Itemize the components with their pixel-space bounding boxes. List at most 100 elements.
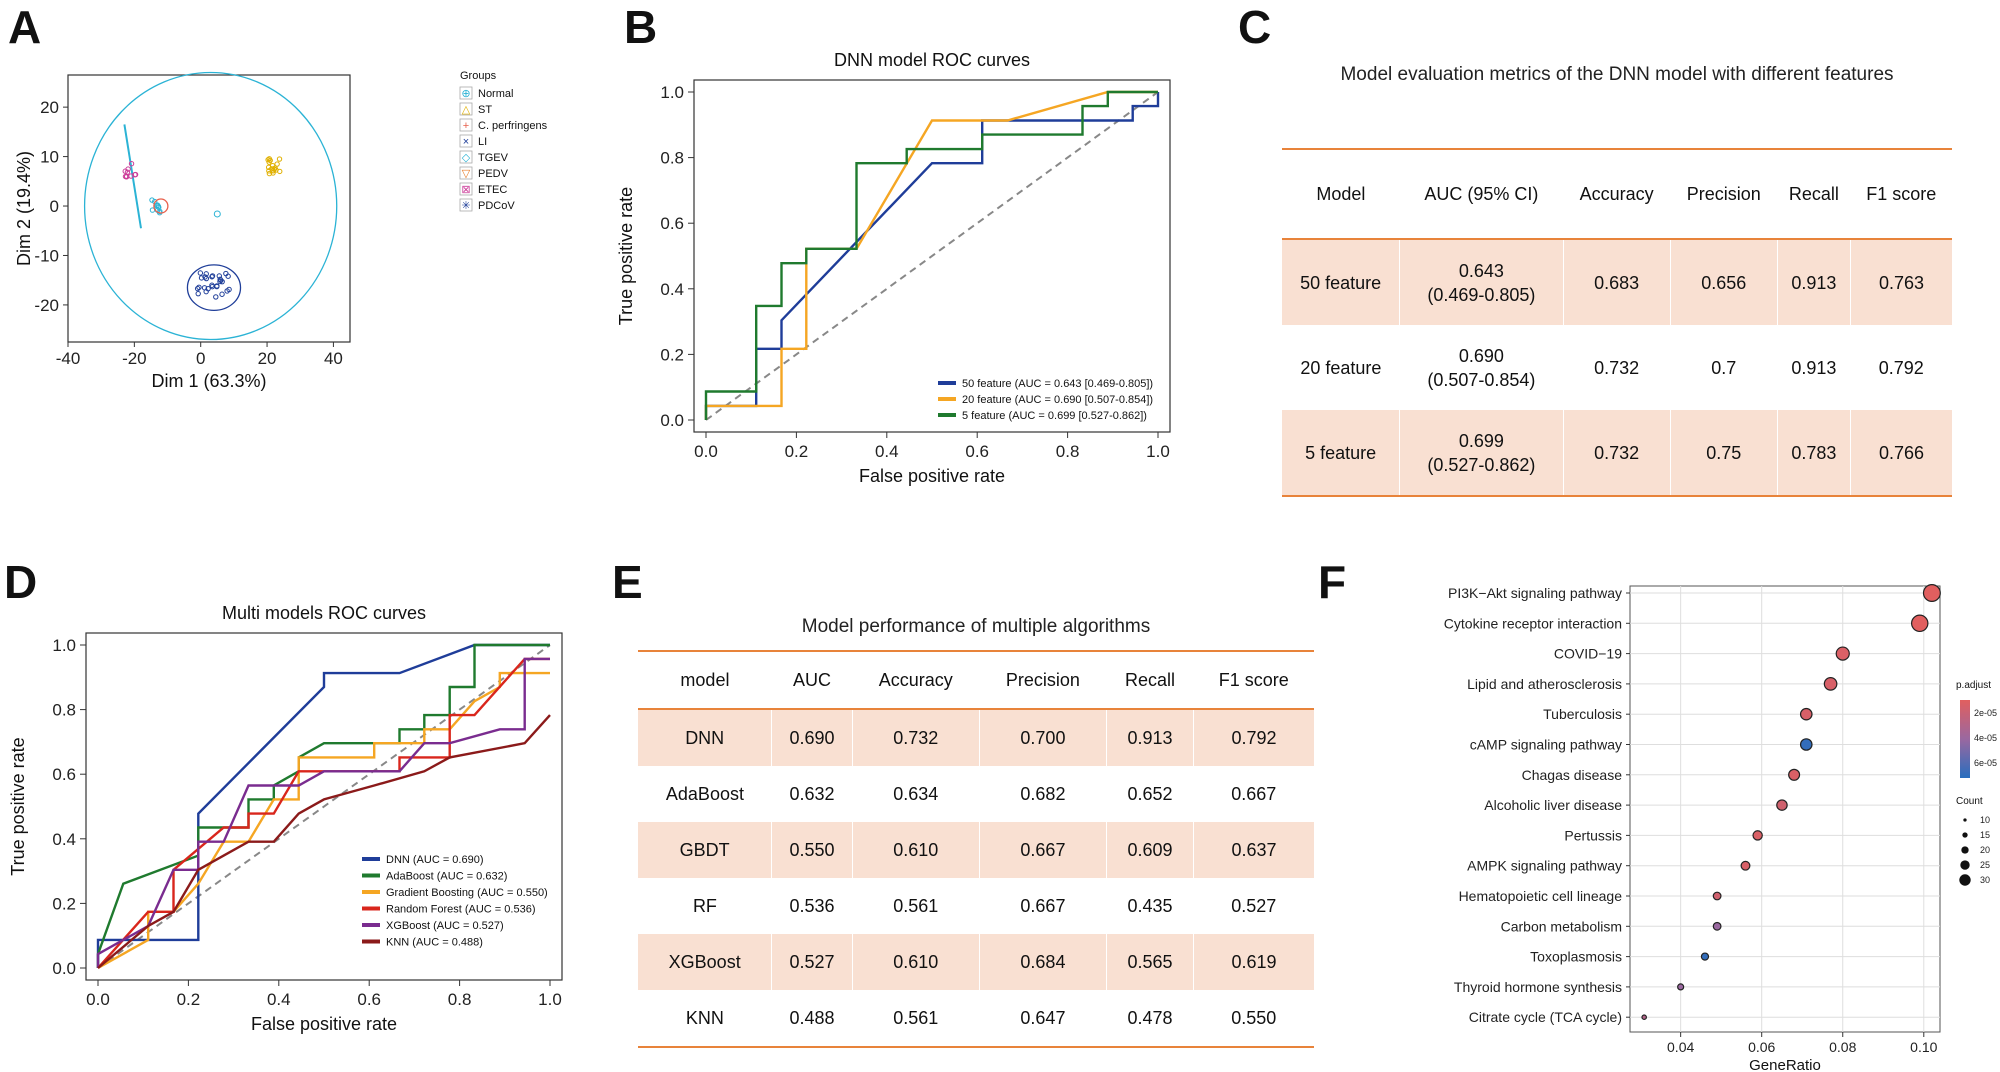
diagonal-reference-line: [97, 644, 551, 969]
legend-label: PDCoV: [478, 200, 515, 212]
algorithms-table: model AUC Accuracy Precision Recall F1 s…: [638, 650, 1314, 1048]
x-tick-label: 0.6: [357, 990, 381, 1009]
enrichment-dot: [1641, 1014, 1647, 1021]
data-point: [197, 270, 204, 276]
y-axis-title: Dim 2 (19.4%): [14, 151, 34, 266]
panel-label-e: E: [612, 556, 643, 608]
size-legend-dot: [1961, 846, 1969, 854]
size-legend-label: 30: [1980, 875, 1990, 885]
data-point: [224, 288, 230, 294]
x-tick-label: 0.4: [267, 990, 291, 1009]
legend-label: LI: [478, 136, 487, 148]
legend-marker: △: [462, 104, 471, 116]
x-tick-label: 0.6: [965, 442, 989, 461]
color-legend-title: p.adjust: [1956, 680, 1991, 691]
chart-title: Multi models ROC curves: [222, 603, 426, 623]
panel-label-c: C: [1238, 1, 1272, 53]
size-legend-dot: [1960, 860, 1970, 870]
x-tick-label: 0.04: [1667, 1039, 1694, 1055]
term-label: PI3K−Akt signaling pathway: [1448, 585, 1622, 601]
x-axis-title: False positive rate: [859, 466, 1005, 486]
table-cell: 0.536: [789, 895, 835, 916]
y-tick-label: 0.8: [660, 149, 684, 168]
table-cell: 0.527: [1231, 895, 1277, 916]
column-header: Accuracy: [852, 650, 980, 710]
table-row: 5 feature 0.699 (0.527-0.862) 0.732 0.75 …: [1282, 410, 1952, 497]
legend-key: [459, 150, 473, 164]
table-cell-precision: 0.75: [1669, 410, 1778, 497]
panel-label-f: F: [1318, 556, 1347, 608]
group-centroid: [153, 198, 169, 214]
column-header: AUC (95% CI): [1399, 148, 1564, 240]
y-tick-label: 20: [40, 98, 59, 117]
legend-key: [459, 198, 473, 212]
size-legend-title: Count: [1956, 796, 1983, 807]
legend-label: Gradient Boosting (AUC = 0.550): [386, 887, 548, 899]
data-point: [201, 285, 208, 291]
data-point: [272, 165, 278, 171]
legend-label: KNN (AUC = 0.488): [386, 937, 483, 949]
color-legend-label: 2e-05: [1974, 708, 1997, 718]
dnn-metrics-table: Model AUC (95% CI) Accuracy Precision Re…: [1282, 148, 1952, 497]
auc-value: 0.643: [1458, 260, 1504, 281]
panel-label-b: B: [624, 1, 658, 53]
data-point: [209, 273, 216, 279]
column-header: Accuracy: [1563, 148, 1671, 240]
x-tick-label: 0.10: [1910, 1039, 1937, 1055]
table-cell-auc: 0.643 (0.469-0.805): [1399, 239, 1564, 325]
legend-label: ETEC: [478, 184, 507, 196]
legend-key: [459, 118, 473, 132]
enrichment-dot: [1788, 768, 1801, 781]
enrichment-dot: [1712, 891, 1722, 901]
x-tick-label: 40: [324, 349, 343, 368]
table-cell: 0.488: [771, 990, 853, 1048]
table-cell-precision: 0.7: [1711, 357, 1737, 378]
x-tick-label: 0.4: [875, 442, 899, 461]
column-header: Precision: [1670, 148, 1778, 240]
color-legend-label: 6e-05: [1974, 758, 1997, 768]
legend-label: TGEV: [478, 152, 509, 164]
table-cell-f1: 0.763: [1850, 239, 1952, 325]
table-cell-model: 20 feature: [1300, 357, 1382, 378]
dnn-metrics-table-title: Model evaluation metrics of the DNN mode…: [1340, 64, 1894, 85]
data-point: [270, 170, 276, 176]
table-cell: AdaBoost: [665, 783, 744, 804]
legend-marker: ⊠: [461, 184, 470, 196]
x-axis-title: Dim 1 (63.3%): [151, 371, 266, 391]
plot-frame: [85, 632, 563, 981]
table-row: AdaBoost 0.632 0.634 0.682 0.652 0.667: [638, 766, 1314, 822]
column-header: Model: [1282, 148, 1400, 240]
y-tick-label: 0.4: [660, 280, 684, 299]
legend-label: C. perfringens: [478, 120, 548, 132]
confidence-ellipse: [186, 264, 242, 312]
enrichment-dot: [1752, 830, 1763, 841]
enrichment-dot-chart: 0.04 0.06 0.08 0.10 GeneRatio PI3K−Akt signal…: [1444, 583, 1997, 1072]
y-axis-title: True positive rate: [616, 187, 636, 325]
table-cell: 0.634: [893, 783, 939, 804]
table-cell: 0.527: [771, 934, 853, 990]
column-header: Precision: [979, 650, 1107, 710]
data-point: [195, 290, 201, 297]
table-cell: 0.632: [789, 783, 835, 804]
enrichment-dot: [1740, 860, 1751, 871]
legend-label: Normal: [478, 88, 513, 100]
table-cell: 0.732: [851, 709, 980, 766]
roc-curve: [704, 90, 1158, 420]
y-tick-label: 0.6: [660, 214, 684, 233]
roc-curve: [97, 657, 550, 969]
legend-marker: ✳: [461, 200, 470, 212]
panel-label-a: A: [8, 1, 42, 53]
enrichment-dot: [1835, 646, 1850, 661]
algorithms-table-title: Model performance of multiple algorithms: [801, 616, 1151, 637]
table-cell: 0.610: [851, 934, 980, 990]
enrichment-dot: [1700, 952, 1710, 961]
legend-label: 5 feature (AUC = 0.699 [0.527-0.862]): [962, 410, 1147, 422]
data-point: [274, 161, 280, 167]
x-tick-label: -40: [56, 349, 81, 368]
term-label: cAMP signaling pathway: [1470, 737, 1622, 753]
term-label: Cytokine receptor interaction: [1444, 615, 1622, 631]
algorithms-table-panel: Model performance of multiple algorithms…: [638, 610, 1314, 1048]
legend-marker: ▽: [462, 168, 471, 180]
legend-key: [459, 102, 473, 116]
